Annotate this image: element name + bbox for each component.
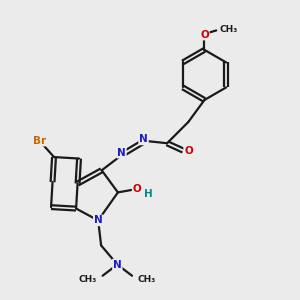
Text: Br: Br	[33, 136, 46, 146]
Text: O: O	[200, 30, 209, 40]
Text: CH₃: CH₃	[220, 25, 238, 34]
Text: O: O	[133, 184, 141, 194]
Text: CH₃: CH₃	[79, 275, 97, 284]
Text: CH₃: CH₃	[138, 275, 156, 284]
Text: N: N	[94, 215, 103, 225]
Text: O: O	[184, 146, 193, 156]
Text: N: N	[117, 148, 126, 158]
Text: N: N	[139, 134, 148, 144]
Text: H: H	[144, 189, 153, 199]
Text: N: N	[113, 260, 122, 269]
